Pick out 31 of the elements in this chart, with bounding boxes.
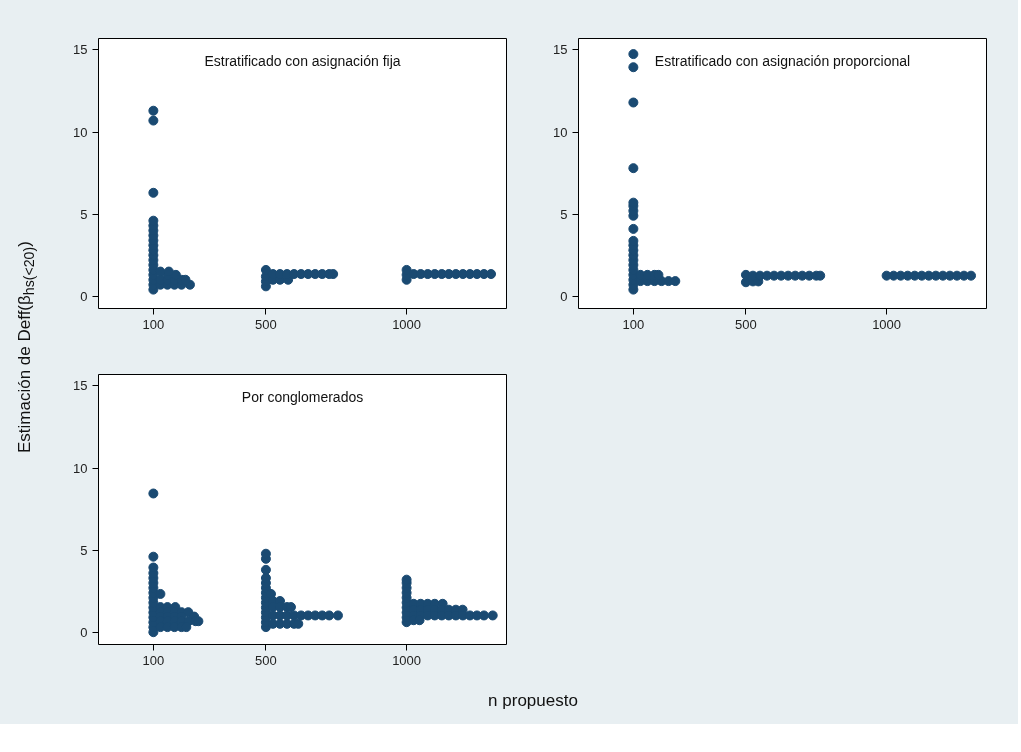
y-tick-label: 15 (73, 378, 88, 394)
point (966, 270, 977, 281)
x-tick-label: 500 (255, 652, 277, 668)
y-tick-label: 10 (73, 460, 88, 476)
y-tick-label: 15 (553, 42, 568, 58)
text: Estratificado con asignación proporcional (654, 52, 911, 69)
y-tick-label: 15 (73, 42, 88, 58)
y-tick-label: 5 (80, 542, 88, 558)
y-tick-label: 10 (73, 124, 88, 140)
text: Estratificado con asignación fija (204, 52, 401, 69)
x-tick-label: 500 (735, 316, 757, 332)
y-tick-label: 0 (80, 288, 88, 304)
x-tick-label: 100 (622, 316, 645, 332)
point (628, 49, 639, 60)
y-tick-label: 10 (553, 124, 568, 140)
point (628, 97, 639, 108)
x-tick-label: 100 (142, 652, 165, 668)
x-tick-label: 1000 (392, 652, 422, 668)
text: n propuesto (488, 690, 578, 712)
text: Por conglomerados (241, 388, 364, 405)
y-tick-label: 0 (80, 624, 88, 640)
x-tick-label: 500 (255, 316, 277, 332)
point (628, 62, 639, 73)
y-tick-label: 0 (560, 288, 568, 304)
x-tick-label: 1000 (872, 316, 902, 332)
x-tick-label: 100 (142, 316, 165, 332)
y-tick-label: 5 (560, 206, 568, 222)
y-tick-label: 5 (80, 206, 88, 222)
point (628, 223, 639, 234)
x-tick-label: 1000 (392, 316, 422, 332)
point (628, 163, 639, 174)
